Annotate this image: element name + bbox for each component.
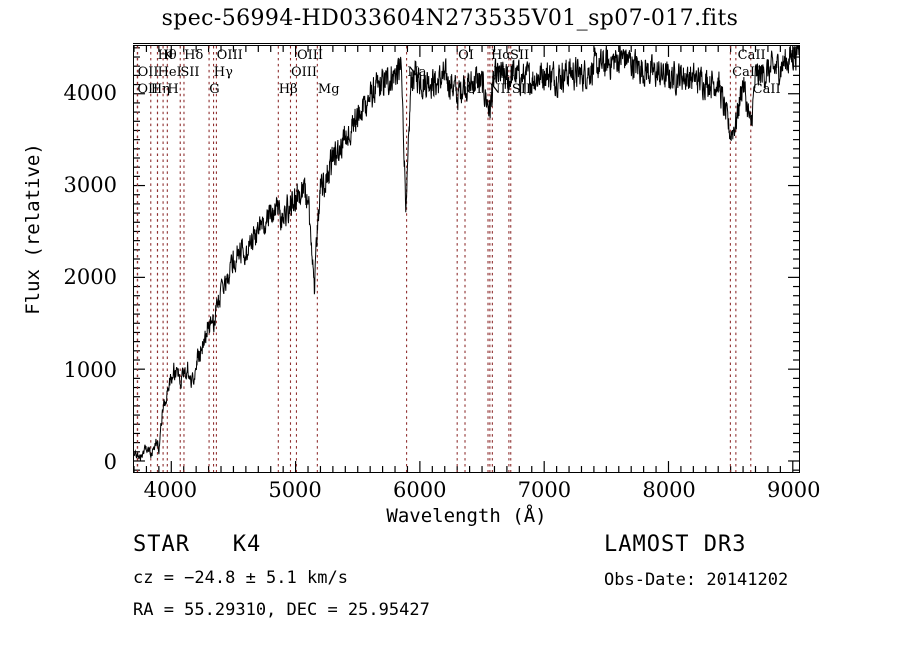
- y-tick-label: 1000: [63, 357, 117, 382]
- metadata-footer: STAR K4 LAMOST DR3 cz = −24.8 ± 5.1 km/s…: [0, 528, 900, 648]
- y-axis-ticks: 0 1000 2000 3000 4000: [0, 45, 126, 474]
- spectral-line-label: SII: [180, 65, 200, 80]
- x-tick-label: 5000: [268, 478, 322, 502]
- y-tick-label: 0: [103, 449, 117, 474]
- spectrum-plot[interactable]: [133, 45, 800, 473]
- spectral-line-label: H: [167, 82, 179, 97]
- redshift-velocity: cz = −24.8 ± 5.1 km/s: [133, 568, 348, 588]
- spectral-line-label: CaII: [752, 82, 781, 97]
- spectral-line-label: SII: [510, 48, 530, 63]
- page-title: spec-56994-HD033604N273535V01_sp07-017.f…: [161, 6, 739, 31]
- spectral-line-label: OIII: [216, 48, 243, 63]
- spectral-line-label: Hγ: [213, 65, 233, 80]
- spectral-line-label: Na: [407, 65, 427, 80]
- y-tick-label: 3000: [63, 173, 117, 198]
- spectral-line-label: Hα: [490, 48, 512, 63]
- spectral-line-label: OI: [466, 82, 482, 97]
- spectral-line-label: HeI: [157, 65, 182, 80]
- sky-coordinates: RA = 55.29310, DEC = 25.95427: [133, 600, 430, 620]
- spectral-line-label: NII: [489, 82, 511, 97]
- y-axis-label: Flux (relative): [22, 143, 44, 315]
- observation-date: Obs-Date: 20141202: [604, 570, 789, 590]
- spectral-line-label: NII: [493, 65, 516, 80]
- spectral-line-label: OIII: [296, 48, 324, 63]
- x-axis-ticks: 4000 5000 6000 7000 8000 9000: [0, 478, 900, 504]
- x-tick-label: 7000: [517, 478, 572, 502]
- spectral-line-label: OII: [137, 65, 159, 80]
- spectral-line-label: CaII: [737, 48, 766, 63]
- x-tick-label: 6000: [393, 478, 447, 502]
- spectral-line-label: Hβ: [278, 82, 298, 97]
- object-class: STAR K4: [133, 532, 262, 557]
- spectral-line-label: OII: [137, 82, 159, 97]
- spectrum-canvas: [134, 46, 799, 472]
- spectral-line-label: Mg: [317, 82, 340, 97]
- x-tick-label: 9000: [767, 478, 821, 502]
- spectral-line-label: OI: [458, 48, 474, 63]
- y-tick-label: 2000: [63, 265, 117, 290]
- spectral-line-label: Hθ: [157, 48, 177, 63]
- spectral-line-label: SII: [511, 82, 532, 97]
- survey-name: LAMOST DR3: [604, 532, 747, 557]
- spectral-line-label: Hη: [150, 82, 170, 97]
- x-tick-label: 8000: [642, 478, 696, 502]
- x-tick-label: 4000: [143, 478, 198, 502]
- spectral-line-label: OIII: [290, 65, 318, 80]
- title-underline: [133, 43, 800, 44]
- spectral-line-label: G: [209, 82, 220, 97]
- x-axis-label: Wavelength (Å): [386, 505, 547, 527]
- spectral-line-label: CaII: [732, 65, 761, 80]
- spectral-line-label: K: [163, 48, 173, 63]
- y-tick-label: 4000: [63, 80, 117, 105]
- spectral-line-label: Hδ: [184, 48, 204, 63]
